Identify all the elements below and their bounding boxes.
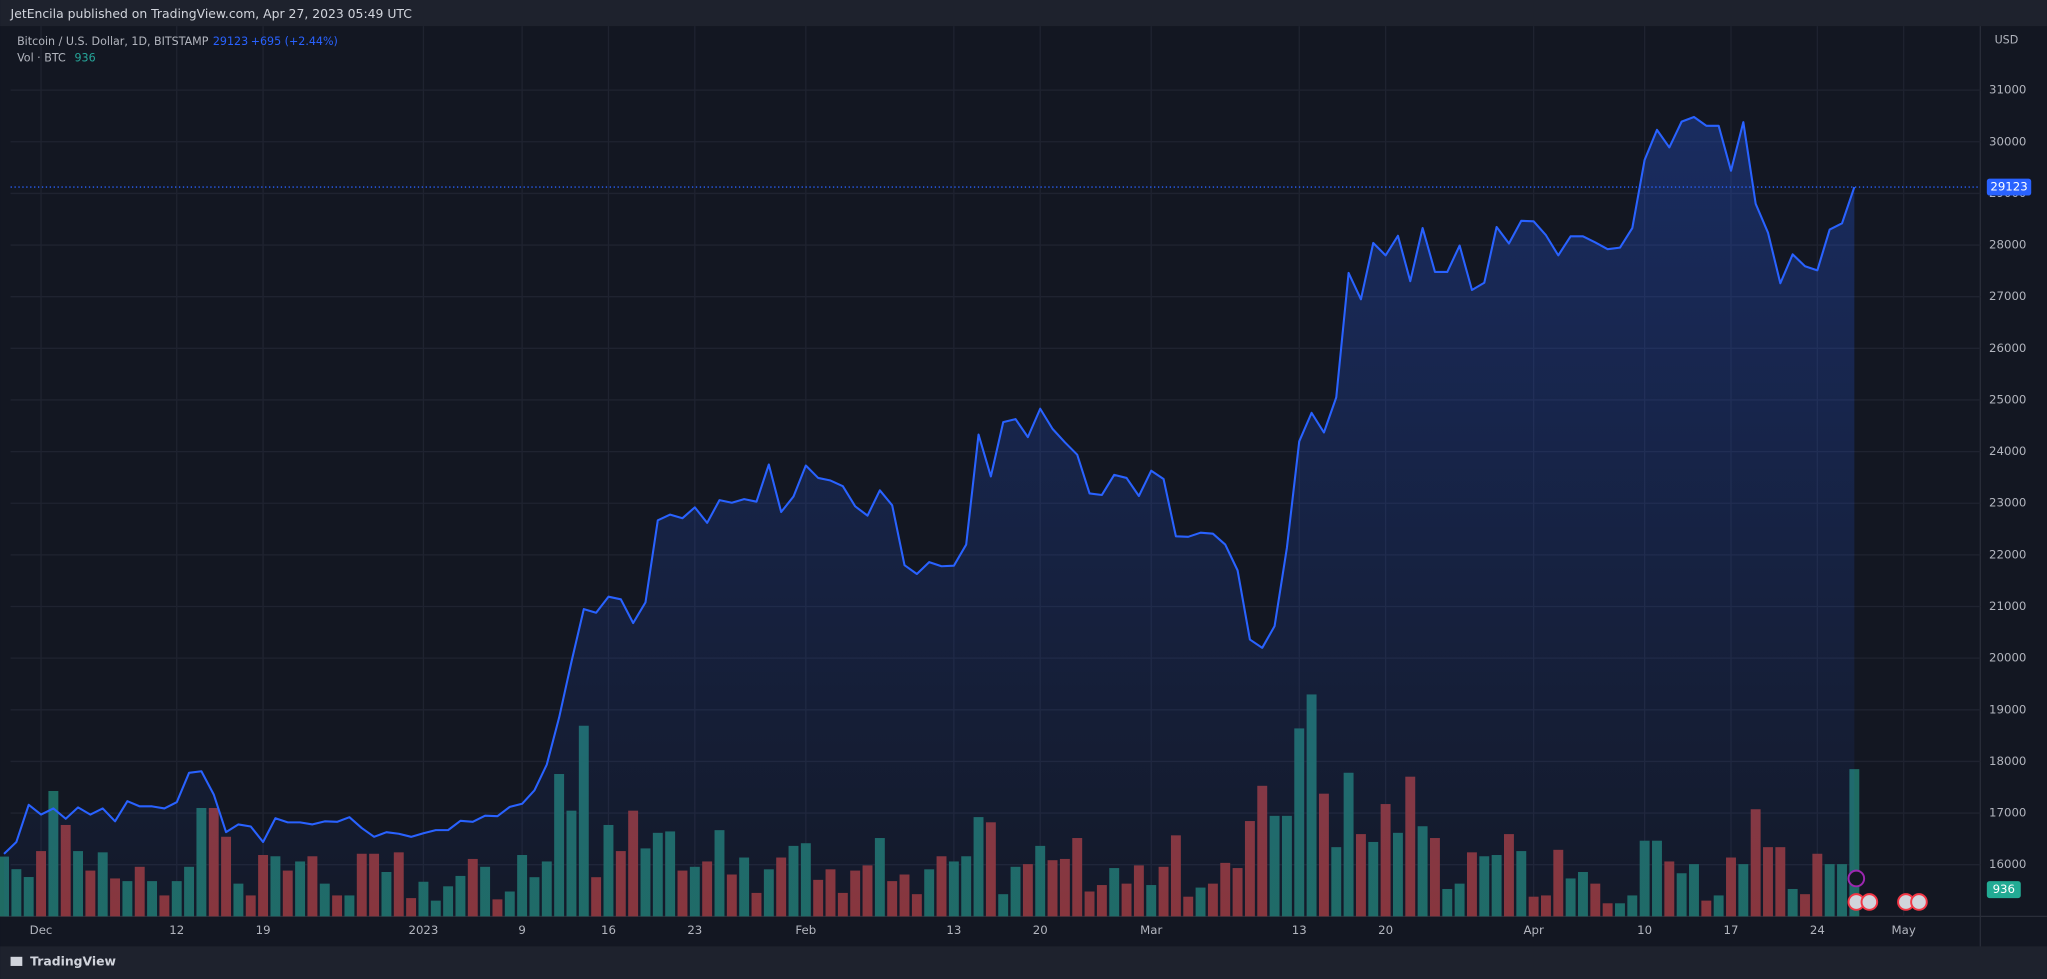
logo-mark (10, 956, 23, 966)
x-tick-label: 24 (1810, 923, 1825, 937)
x-tick-label: 13 (1292, 923, 1307, 937)
y-tick-label: 21000 (1989, 599, 2026, 613)
header-bar (0, 0, 2047, 27)
x-tick-label: 19 (256, 923, 271, 937)
y-tick-label: 24000 (1989, 444, 2026, 458)
event-icon (1910, 893, 1928, 911)
y-tick-label: 23000 (1989, 496, 2026, 510)
event-icon (1860, 893, 1879, 911)
footer-bar (0, 946, 2047, 979)
legend-last-value: 29123 (213, 35, 248, 48)
legend-volume-value: 936 (75, 52, 96, 65)
x-tick-label: 23 (687, 923, 702, 937)
y-tick-label: 30000 (1989, 134, 2026, 148)
event-icon (1847, 869, 1866, 888)
price-area (4, 116, 1855, 917)
y-tick-label: 20000 (1989, 651, 2026, 665)
last-price-label: 29123 (1990, 180, 2027, 194)
last-price-badge (1986, 178, 2032, 196)
x-tick-label: 12 (169, 923, 184, 937)
x-tick-label: 16 (601, 923, 616, 937)
legend-change: +695 (+2.44%) (251, 35, 338, 48)
volume-badge (1986, 881, 2021, 899)
y-tick-label: 19000 (1989, 702, 2026, 716)
x-tick-label: Mar (1140, 923, 1162, 937)
footer-brand: TradingView (30, 954, 116, 969)
x-tick-label: Apr (1523, 923, 1543, 937)
y-tick-label: 17000 (1989, 806, 2026, 820)
axes: 16000 17000 18000 19000 20000 21000 22000 23000… (30, 83, 2032, 937)
currency-label: USD (1995, 33, 2019, 46)
publish-title: JetEncila published on TradingView.com, … (10, 6, 412, 21)
x-tick-label: May (1892, 923, 1916, 937)
logo (10, 956, 23, 966)
y-tick-label: 27000 (1989, 289, 2026, 303)
y-tick-label: 28000 (1989, 238, 2026, 252)
y-tick-label: 26000 (1989, 341, 2026, 355)
y-tick-label: 31000 (1989, 83, 2026, 97)
x-tick-label: 20 (1033, 923, 1048, 937)
x-tick-label: Feb (795, 923, 816, 937)
x-tick-label: 9 (518, 923, 525, 937)
x-tick-label: 2023 (409, 923, 439, 937)
y-tick-label: 25000 (1989, 392, 2026, 406)
y-tick-label: 18000 (1989, 754, 2026, 768)
y-tick-label: 22000 (1989, 547, 2026, 561)
price-line (3, 115, 1856, 855)
legend-volume: Vol · BTC (17, 52, 66, 65)
x-tick-label: 10 (1637, 923, 1652, 937)
price-pane (3, 115, 1981, 917)
x-tick-label: Dec (30, 923, 53, 937)
x-tick-label: 17 (1724, 923, 1739, 937)
legend-series: Bitcoin / U.S. Dollar, 1D, BITSTAMP (17, 35, 209, 48)
x-tick-label: 20 (1378, 923, 1393, 937)
x-tick-label: 13 (946, 923, 961, 937)
y-tick-label: 16000 (1989, 857, 2026, 871)
volume-badge-label: 936 (1993, 882, 2015, 896)
